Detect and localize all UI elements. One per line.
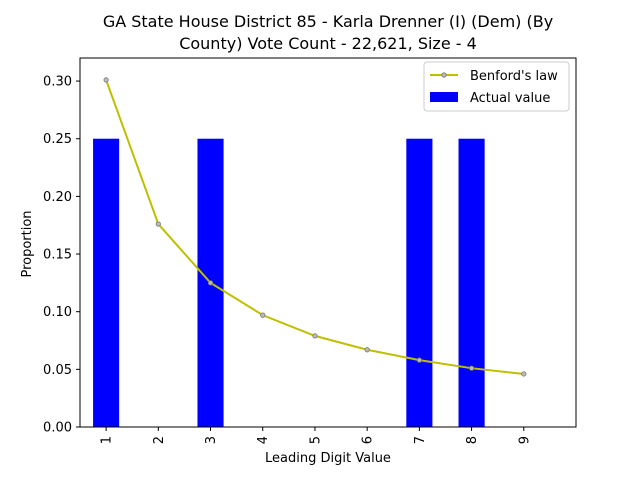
legend-label-actual: Actual value <box>470 91 550 106</box>
x-tick-label: 1 <box>100 436 115 444</box>
x-tick-label: 2 <box>152 436 167 444</box>
x-tick-label: 7 <box>413 436 428 444</box>
y-tick-label: 0.25 <box>43 132 72 147</box>
x-tick-label: 8 <box>465 436 480 444</box>
y-tick-label: 0.05 <box>43 363 72 378</box>
x-axis-label: Leading Digit Value <box>265 451 391 466</box>
legend-frame <box>423 61 570 112</box>
benford-point-4 <box>260 312 266 318</box>
benford-point-6 <box>364 347 370 353</box>
y-tick-label: 0.20 <box>43 190 72 205</box>
chart-title-line2: County) Vote Count - 22,621, Size - 4 <box>179 34 477 53</box>
x-tick-label: 9 <box>517 436 532 444</box>
benford-point-1 <box>103 77 109 83</box>
y-tick-label: 0.10 <box>43 305 72 320</box>
benford-point-7 <box>416 357 422 363</box>
x-tick-label: 3 <box>204 436 219 444</box>
bar-digit-1 <box>93 138 120 427</box>
benford-point-5 <box>312 333 318 339</box>
plot-area: 0.00 0.05 0.10 0.15 0.20 0.25 0.30 1 2 3 4 5 6 7 8 9 <box>43 57 577 444</box>
x-tick-label: 4 <box>256 436 271 444</box>
y-tick-label: 0.15 <box>43 248 72 263</box>
bar-digit-7 <box>406 138 433 427</box>
legend-line-marker <box>441 72 447 78</box>
bar-digit-8 <box>458 138 485 427</box>
y-tick-label: 0.30 <box>43 75 72 90</box>
benford-point-9 <box>521 371 527 377</box>
benford-point-8 <box>468 365 475 371</box>
y-axis-label: Proportion <box>20 210 35 277</box>
y-tick-label: 0.00 <box>43 421 72 436</box>
chart-title-line1: GA State House District 85 - Karla Drenn… <box>103 12 553 31</box>
benford-point-3 <box>207 280 214 286</box>
x-tick-label: 5 <box>308 436 323 444</box>
legend-bar-swatch <box>430 92 458 102</box>
benford-point-2 <box>155 221 161 227</box>
legend-label-benford: Benford's law <box>470 69 558 84</box>
legend: Benford's law Actual value <box>423 61 570 112</box>
axes-frame <box>79 57 577 428</box>
x-tick-label: 6 <box>361 436 376 444</box>
